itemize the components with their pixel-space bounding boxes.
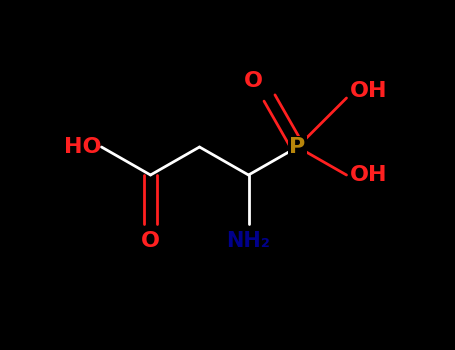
Text: O: O [243, 71, 263, 91]
Text: OH: OH [350, 81, 388, 101]
Text: OH: OH [350, 165, 388, 185]
Text: P: P [289, 137, 306, 157]
Text: NH₂: NH₂ [227, 231, 270, 251]
Text: HO: HO [64, 137, 101, 157]
Text: O: O [141, 231, 160, 251]
